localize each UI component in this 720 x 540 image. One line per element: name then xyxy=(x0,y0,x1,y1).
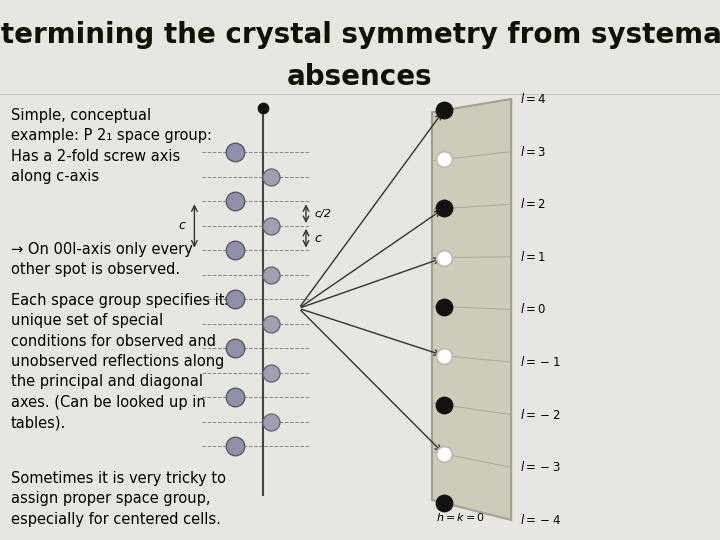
Point xyxy=(230,442,241,451)
Point xyxy=(438,253,449,262)
Point xyxy=(230,393,241,402)
Text: Each space group specifies its
unique set of special
conditions for observed and: Each space group specifies its unique se… xyxy=(11,293,232,430)
Text: $l = 1$: $l = 1$ xyxy=(520,250,546,264)
Point xyxy=(266,320,277,328)
Point xyxy=(266,173,277,181)
Point xyxy=(438,498,449,507)
Text: c/2: c/2 xyxy=(315,208,332,219)
Text: $l = 0$: $l = 0$ xyxy=(520,302,546,316)
Point xyxy=(438,106,449,114)
Point xyxy=(230,197,241,206)
Text: $h = k = 0$: $h = k = 0$ xyxy=(436,511,485,523)
Text: → On 00l-axis only every
other spot is observed.: → On 00l-axis only every other spot is o… xyxy=(11,241,193,277)
Point xyxy=(266,221,277,230)
Text: Determining the crystal symmetry from systematic: Determining the crystal symmetry from sy… xyxy=(0,21,720,49)
Text: absences: absences xyxy=(287,64,433,91)
Point xyxy=(438,449,449,458)
Text: Sometimes it is very tricky to
assign proper space group,
especially for centere: Sometimes it is very tricky to assign pr… xyxy=(11,471,226,526)
Text: $l = 2$: $l = 2$ xyxy=(520,197,546,211)
Point xyxy=(230,148,241,157)
Point xyxy=(266,369,277,377)
Point xyxy=(230,344,241,353)
Point xyxy=(257,104,269,112)
Text: $l = -2$: $l = -2$ xyxy=(520,408,560,422)
Point xyxy=(438,401,449,409)
Point xyxy=(266,271,277,279)
Text: $l = -4$: $l = -4$ xyxy=(520,513,561,527)
Point xyxy=(266,417,277,426)
Text: $l = 3$: $l = 3$ xyxy=(520,145,546,159)
Polygon shape xyxy=(432,99,511,520)
Text: $l = 4$: $l = 4$ xyxy=(520,92,546,106)
Text: $l = -1$: $l = -1$ xyxy=(520,355,560,369)
Point xyxy=(230,246,241,255)
Point xyxy=(438,204,449,213)
Text: $l = -3$: $l = -3$ xyxy=(520,460,560,474)
Point xyxy=(438,302,449,311)
Point xyxy=(230,295,241,303)
Text: c: c xyxy=(315,232,322,245)
Point xyxy=(438,155,449,164)
Point xyxy=(438,352,449,360)
Text: Simple, conceptual
example: P 2₁ space group:
Has a 2-fold screw axis
along c-ax: Simple, conceptual example: P 2₁ space g… xyxy=(11,108,212,184)
Text: c: c xyxy=(179,219,186,232)
